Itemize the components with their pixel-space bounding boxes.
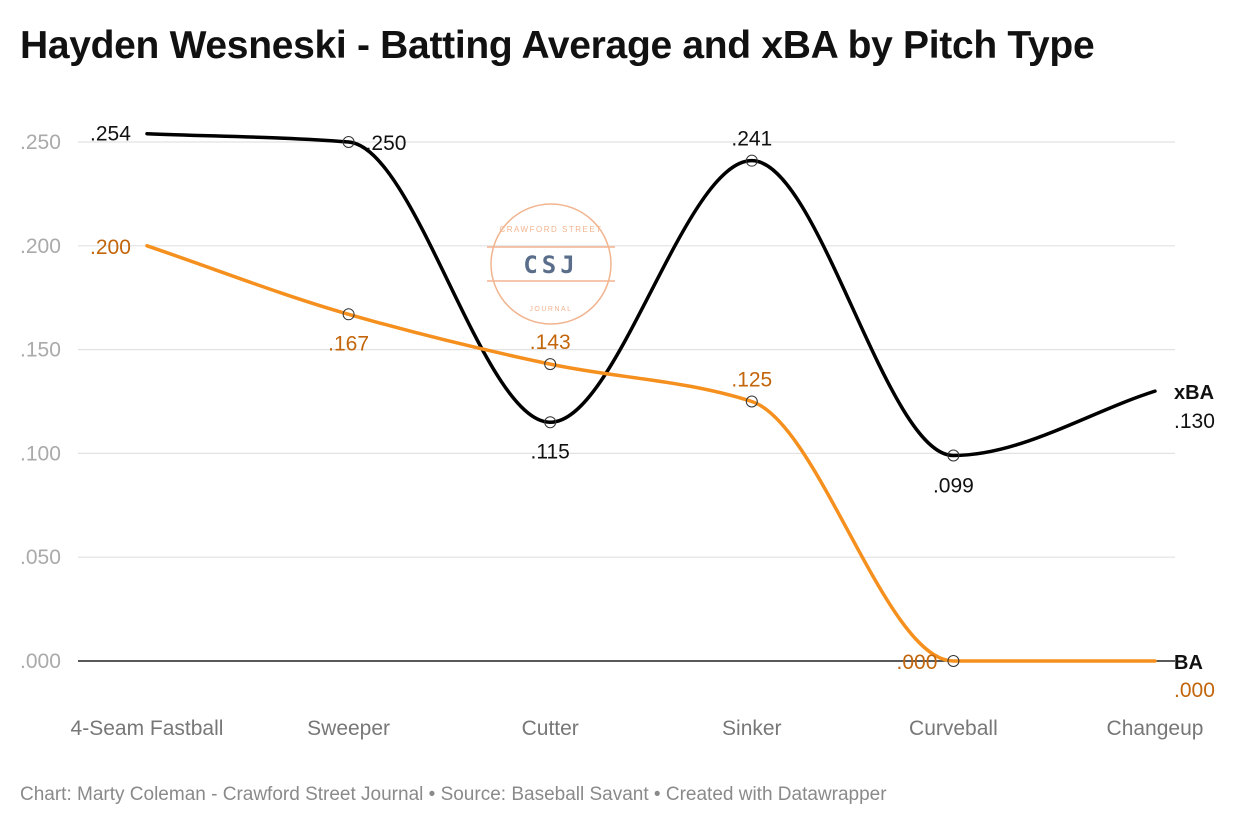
ba-line <box>145 244 1157 663</box>
xba-line <box>145 131 1157 458</box>
xba-data-label: .099 <box>933 474 974 497</box>
x-axis: 4-Seam Fastball Sweeper Cutter Sinker Curveb… <box>71 717 1204 740</box>
xba-data-label: .115 <box>531 440 570 463</box>
watermark-bottom-text: JOURNAL <box>529 306 572 313</box>
y-tick-label: .100 <box>20 442 61 465</box>
xba-point <box>745 154 758 167</box>
grid-layer: .000 .050 .100 .150 .200 .250 <box>20 131 1175 673</box>
series-lines <box>145 131 1157 663</box>
y-tick-label: .250 <box>20 131 61 154</box>
ba-data-label: .200 <box>90 236 131 259</box>
x-tick-label: Curveball <box>909 717 998 740</box>
y-tick-label: .050 <box>20 546 61 569</box>
xba-data-label: .130 <box>1174 410 1215 433</box>
x-tick-label: Sweeper <box>307 717 390 740</box>
ba-point <box>947 655 960 667</box>
watermark-center-text: CSJ <box>523 251 578 279</box>
watermark-ring <box>490 203 612 325</box>
x-tick-label: Sinker <box>722 717 782 740</box>
xba-data-label: .254 <box>90 123 131 146</box>
xba-series-label: xBA <box>1174 382 1214 404</box>
watermark-top-text: CRAWFORD STREET <box>499 225 602 234</box>
series-points <box>342 136 960 667</box>
ba-point <box>745 395 758 408</box>
chart-footer: Chart: Marty Coleman - Crawford Street J… <box>20 784 887 805</box>
x-tick-label: Changeup <box>1107 717 1204 740</box>
ba-point <box>544 358 557 371</box>
xba-point <box>544 416 557 429</box>
y-tick-label: .000 <box>20 650 61 673</box>
xba-data-label: .250 <box>366 132 407 155</box>
ba-data-label: .000 <box>1174 679 1215 702</box>
xba-point <box>947 449 960 462</box>
ba-data-label: .143 <box>530 331 571 354</box>
x-tick-label: Cutter <box>522 717 579 740</box>
y-tick-label: .150 <box>20 339 61 362</box>
ba-data-label: .167 <box>328 332 369 355</box>
xba-point <box>342 136 355 148</box>
ba-data-label: .000 <box>897 651 938 674</box>
chart-title: Hayden Wesneski - Batting Average and xB… <box>20 24 1095 67</box>
y-tick-label: .200 <box>20 235 61 258</box>
x-tick-label: 4-Seam Fastball <box>71 717 224 740</box>
ba-point <box>342 308 355 321</box>
ba-series-label: BA <box>1174 652 1203 674</box>
ba-data-label: .125 <box>731 369 772 392</box>
data-labels: .254 .250 .115 .241 .099 .130 xBA .200 .167 .143.… <box>90 123 1215 702</box>
csj-watermark-logo: CRAWFORD STREET CSJ JOURNAL <box>487 203 615 325</box>
xba-data-label: .241 <box>731 128 772 151</box>
